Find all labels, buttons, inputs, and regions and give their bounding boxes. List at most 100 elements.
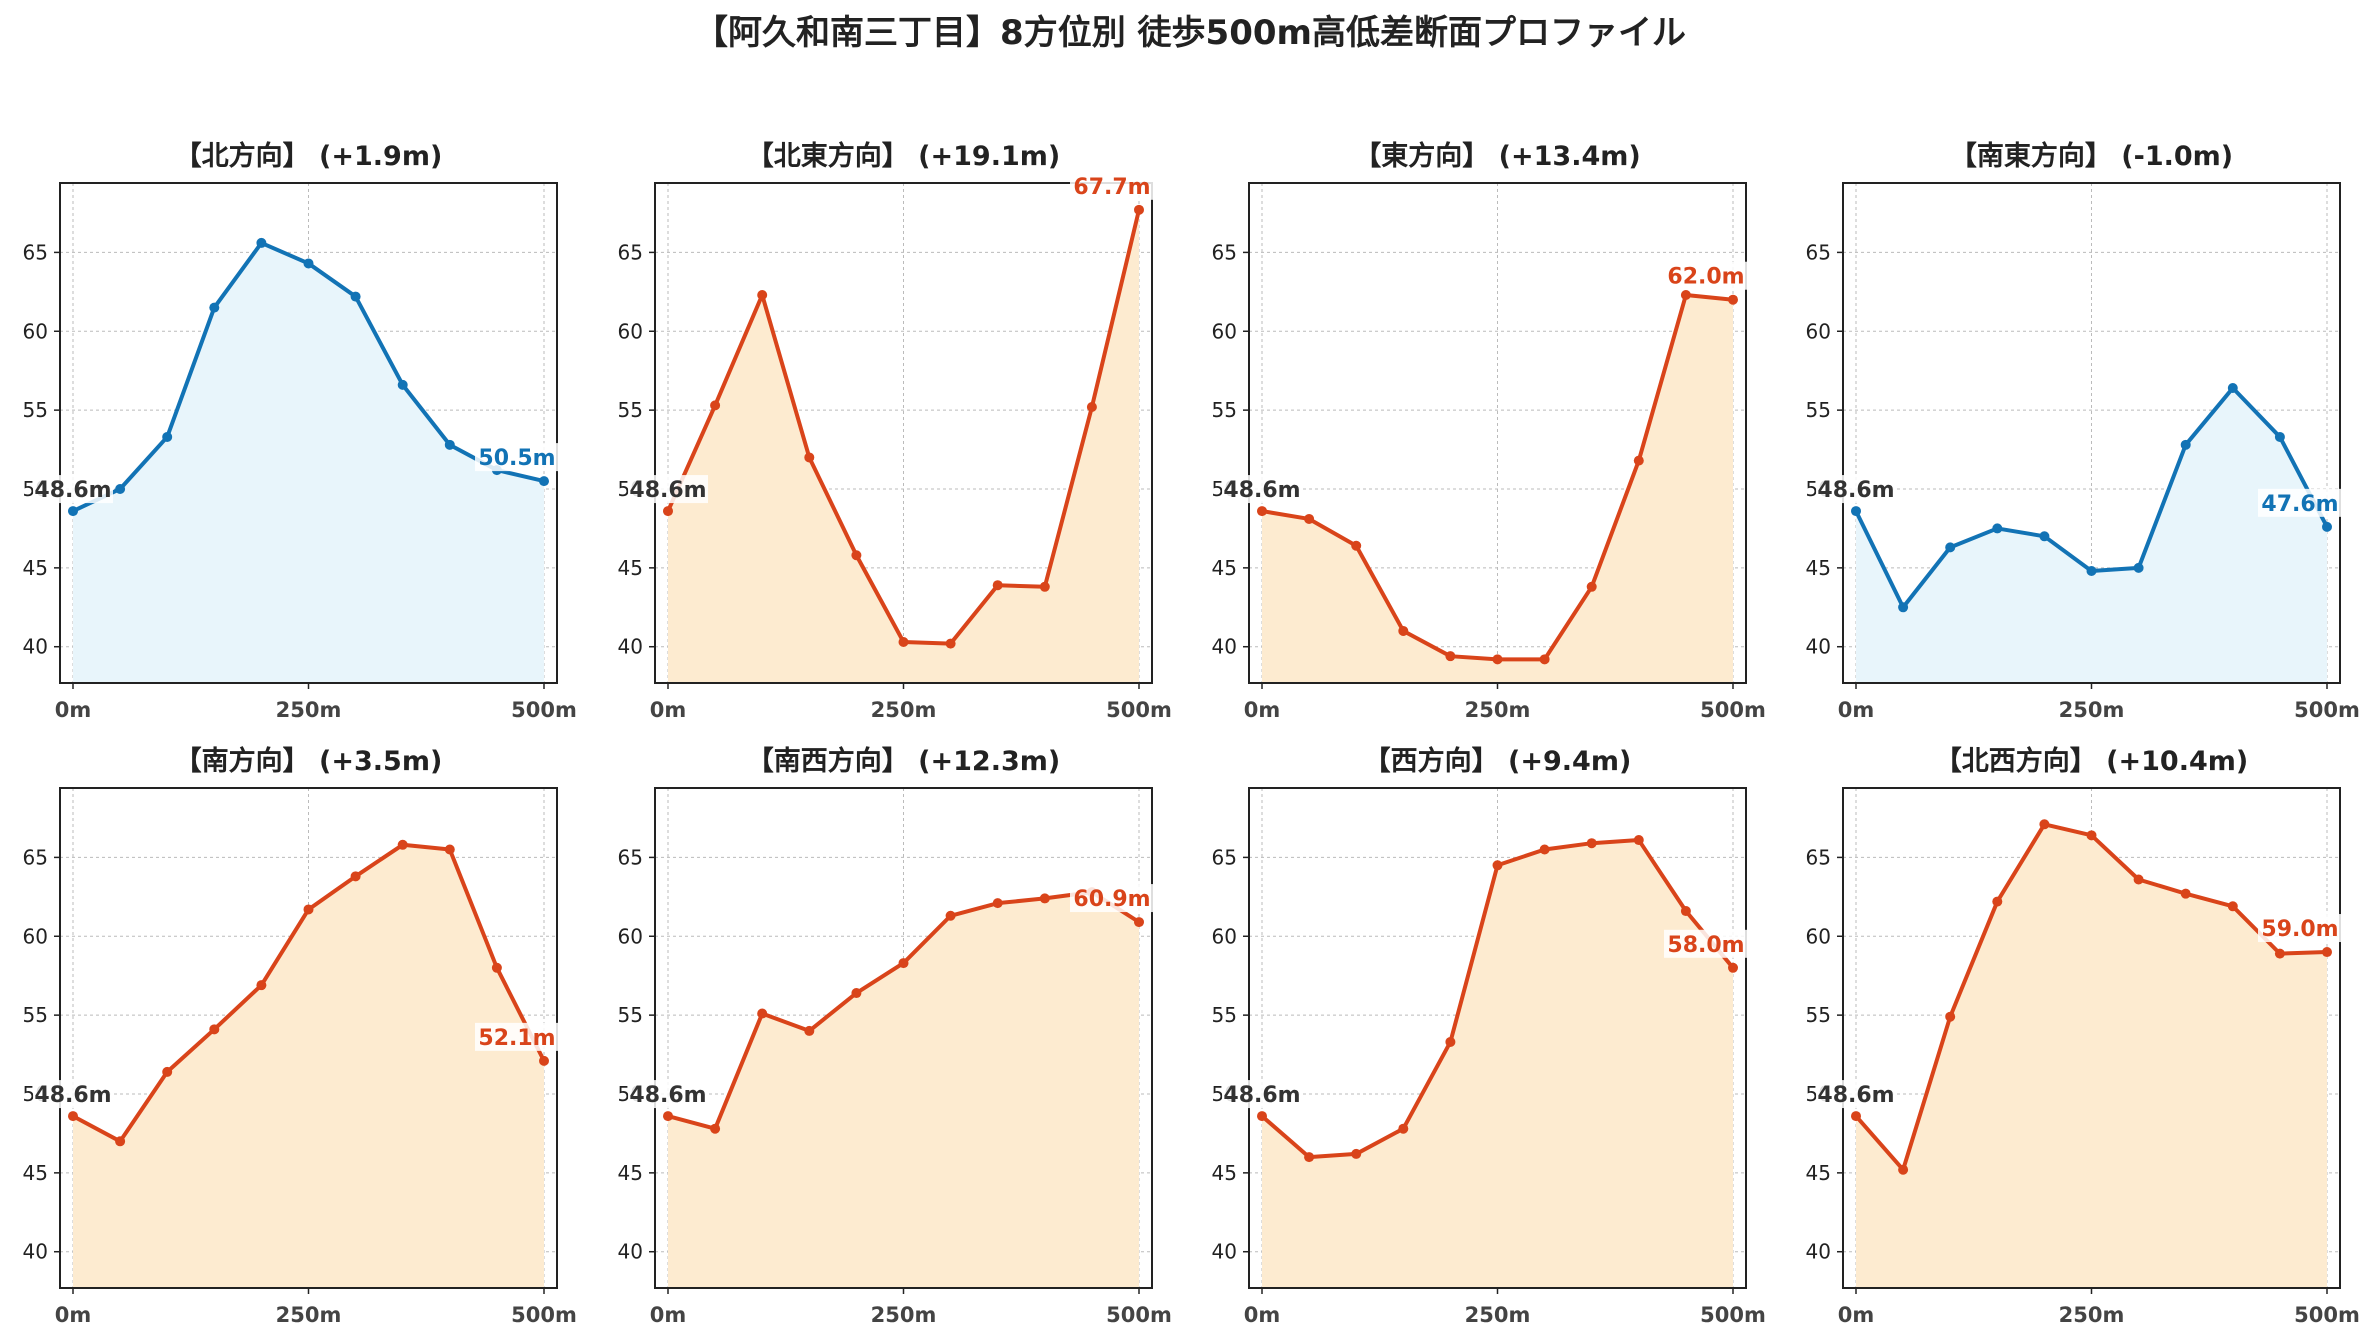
x-tick-label: 500m — [2294, 698, 2360, 722]
data-point — [1257, 1111, 1267, 1122]
data-point — [1586, 581, 1597, 592]
x-tick-label: 0m — [1838, 1303, 1875, 1327]
data-point — [1992, 523, 2003, 534]
y-tick-label: 65 — [1806, 845, 1831, 869]
end-elevation-label: 59.0m — [2261, 917, 2338, 942]
y-tick-label: 45 — [23, 1161, 48, 1185]
data-point — [1633, 835, 1644, 846]
x-tick-label: 0m — [55, 1303, 92, 1327]
data-point — [209, 1024, 220, 1035]
subplot-title: 【北方向】 (+1.9m) — [175, 140, 443, 172]
data-point — [162, 1066, 173, 1077]
area-fill — [1856, 388, 2327, 683]
data-point — [397, 839, 408, 850]
start-elevation-label: 48.6m — [629, 1083, 706, 1108]
data-point — [757, 1008, 768, 1019]
data-point — [2133, 562, 2144, 573]
area-fill — [1262, 294, 1733, 683]
start-elevation-label: 48.6m — [34, 1083, 111, 1108]
subplot-6: 【南西方向】 (+12.3m)4045505560650m250m500m48.… — [618, 745, 1172, 1327]
plot-frame — [1842, 182, 2341, 684]
data-point — [1492, 860, 1503, 871]
x-tick-label: 250m — [2059, 698, 2125, 722]
data-point — [945, 910, 956, 921]
data-point — [2227, 901, 2238, 912]
data-point — [350, 871, 361, 882]
subplot-2: 【北東方向】 (+19.1m)4045505560650m250m500m48.… — [618, 140, 1172, 722]
end-elevation-label: 47.6m — [2261, 492, 2338, 517]
data-point — [2322, 947, 2332, 958]
data-point — [1898, 1164, 1909, 1175]
data-point — [804, 1025, 815, 1036]
y-tick-label: 45 — [618, 1161, 643, 1185]
x-tick-label: 250m — [871, 698, 937, 722]
data-point — [1539, 844, 1550, 855]
data-point — [1398, 625, 1409, 636]
y-tick-label: 60 — [23, 319, 48, 343]
x-tick-label: 250m — [276, 698, 342, 722]
data-point — [209, 302, 220, 313]
x-tick-label: 500m — [1700, 698, 1766, 722]
area-fill — [668, 892, 1139, 1288]
start-label-bg — [628, 475, 708, 504]
data-point — [1680, 289, 1691, 300]
data-point — [350, 291, 361, 302]
data-point — [992, 580, 1003, 591]
end-label-bg — [1070, 171, 1154, 200]
y-tick-label: 55 — [23, 1003, 48, 1027]
data-point — [663, 1111, 673, 1122]
end-elevation-label: 52.1m — [478, 1026, 555, 1051]
subplot-title: 【北西方向】 (+10.4m) — [1935, 745, 2248, 777]
y-tick-label: 40 — [23, 1240, 48, 1264]
end-label-bg — [2258, 488, 2342, 517]
end-label-bg — [1070, 884, 1154, 913]
y-tick-label: 40 — [1212, 635, 1237, 659]
start-label-bg — [1222, 475, 1302, 504]
y-tick-label: 65 — [1806, 240, 1831, 264]
data-point — [1851, 506, 1861, 517]
plot-frame — [1248, 787, 1747, 1289]
x-tick-label: 500m — [1106, 1303, 1172, 1327]
y-tick-label: 40 — [1806, 1240, 1831, 1264]
y-tick-label: 55 — [1212, 398, 1237, 422]
start-label-bg — [1816, 1080, 1896, 1109]
data-point — [1086, 401, 1097, 412]
data-point — [115, 483, 126, 494]
y-tick-label: 65 — [618, 845, 643, 869]
start-elevation-label: 48.6m — [1223, 478, 1300, 503]
x-tick-label: 500m — [511, 698, 577, 722]
subplot-1: 【北方向】 (+1.9m)4045505560650m250m500m48.6m… — [23, 140, 577, 722]
data-point — [2274, 948, 2285, 959]
data-point — [539, 476, 549, 487]
y-tick-label: 45 — [1806, 556, 1831, 580]
subplot-title: 【南東方向】 (-1.0m) — [1950, 140, 2233, 172]
data-point — [804, 452, 815, 463]
data-point — [710, 400, 721, 411]
data-point — [303, 258, 314, 269]
subplot-7: 【西方向】 (+9.4m)4045505560650m250m500m48.6m… — [1212, 745, 1766, 1327]
subplot-4: 【南東方向】 (-1.0m)4045505560650m250m500m48.6… — [1806, 140, 2360, 722]
data-point — [256, 980, 267, 991]
data-point — [1728, 962, 1738, 973]
subplot-title: 【南方向】 (+3.5m) — [175, 745, 443, 777]
y-tick-label: 55 — [618, 398, 643, 422]
y-tick-label: 40 — [618, 1240, 643, 1264]
y-tick-label: 40 — [618, 635, 643, 659]
y-tick-label: 45 — [23, 556, 48, 580]
data-point — [1039, 893, 1050, 904]
end-elevation-label: 58.0m — [1667, 933, 1744, 958]
y-tick-label: 60 — [618, 924, 643, 948]
y-tick-label: 60 — [23, 924, 48, 948]
y-tick-label: 40 — [1212, 1240, 1237, 1264]
data-point — [2180, 439, 2191, 450]
data-point — [898, 958, 909, 969]
y-tick-label: 45 — [1212, 556, 1237, 580]
y-tick-label: 65 — [618, 240, 643, 264]
data-point — [68, 506, 78, 517]
data-point — [898, 636, 909, 647]
data-point — [2039, 819, 2050, 830]
data-point — [115, 1136, 126, 1147]
data-point — [1304, 1152, 1315, 1163]
